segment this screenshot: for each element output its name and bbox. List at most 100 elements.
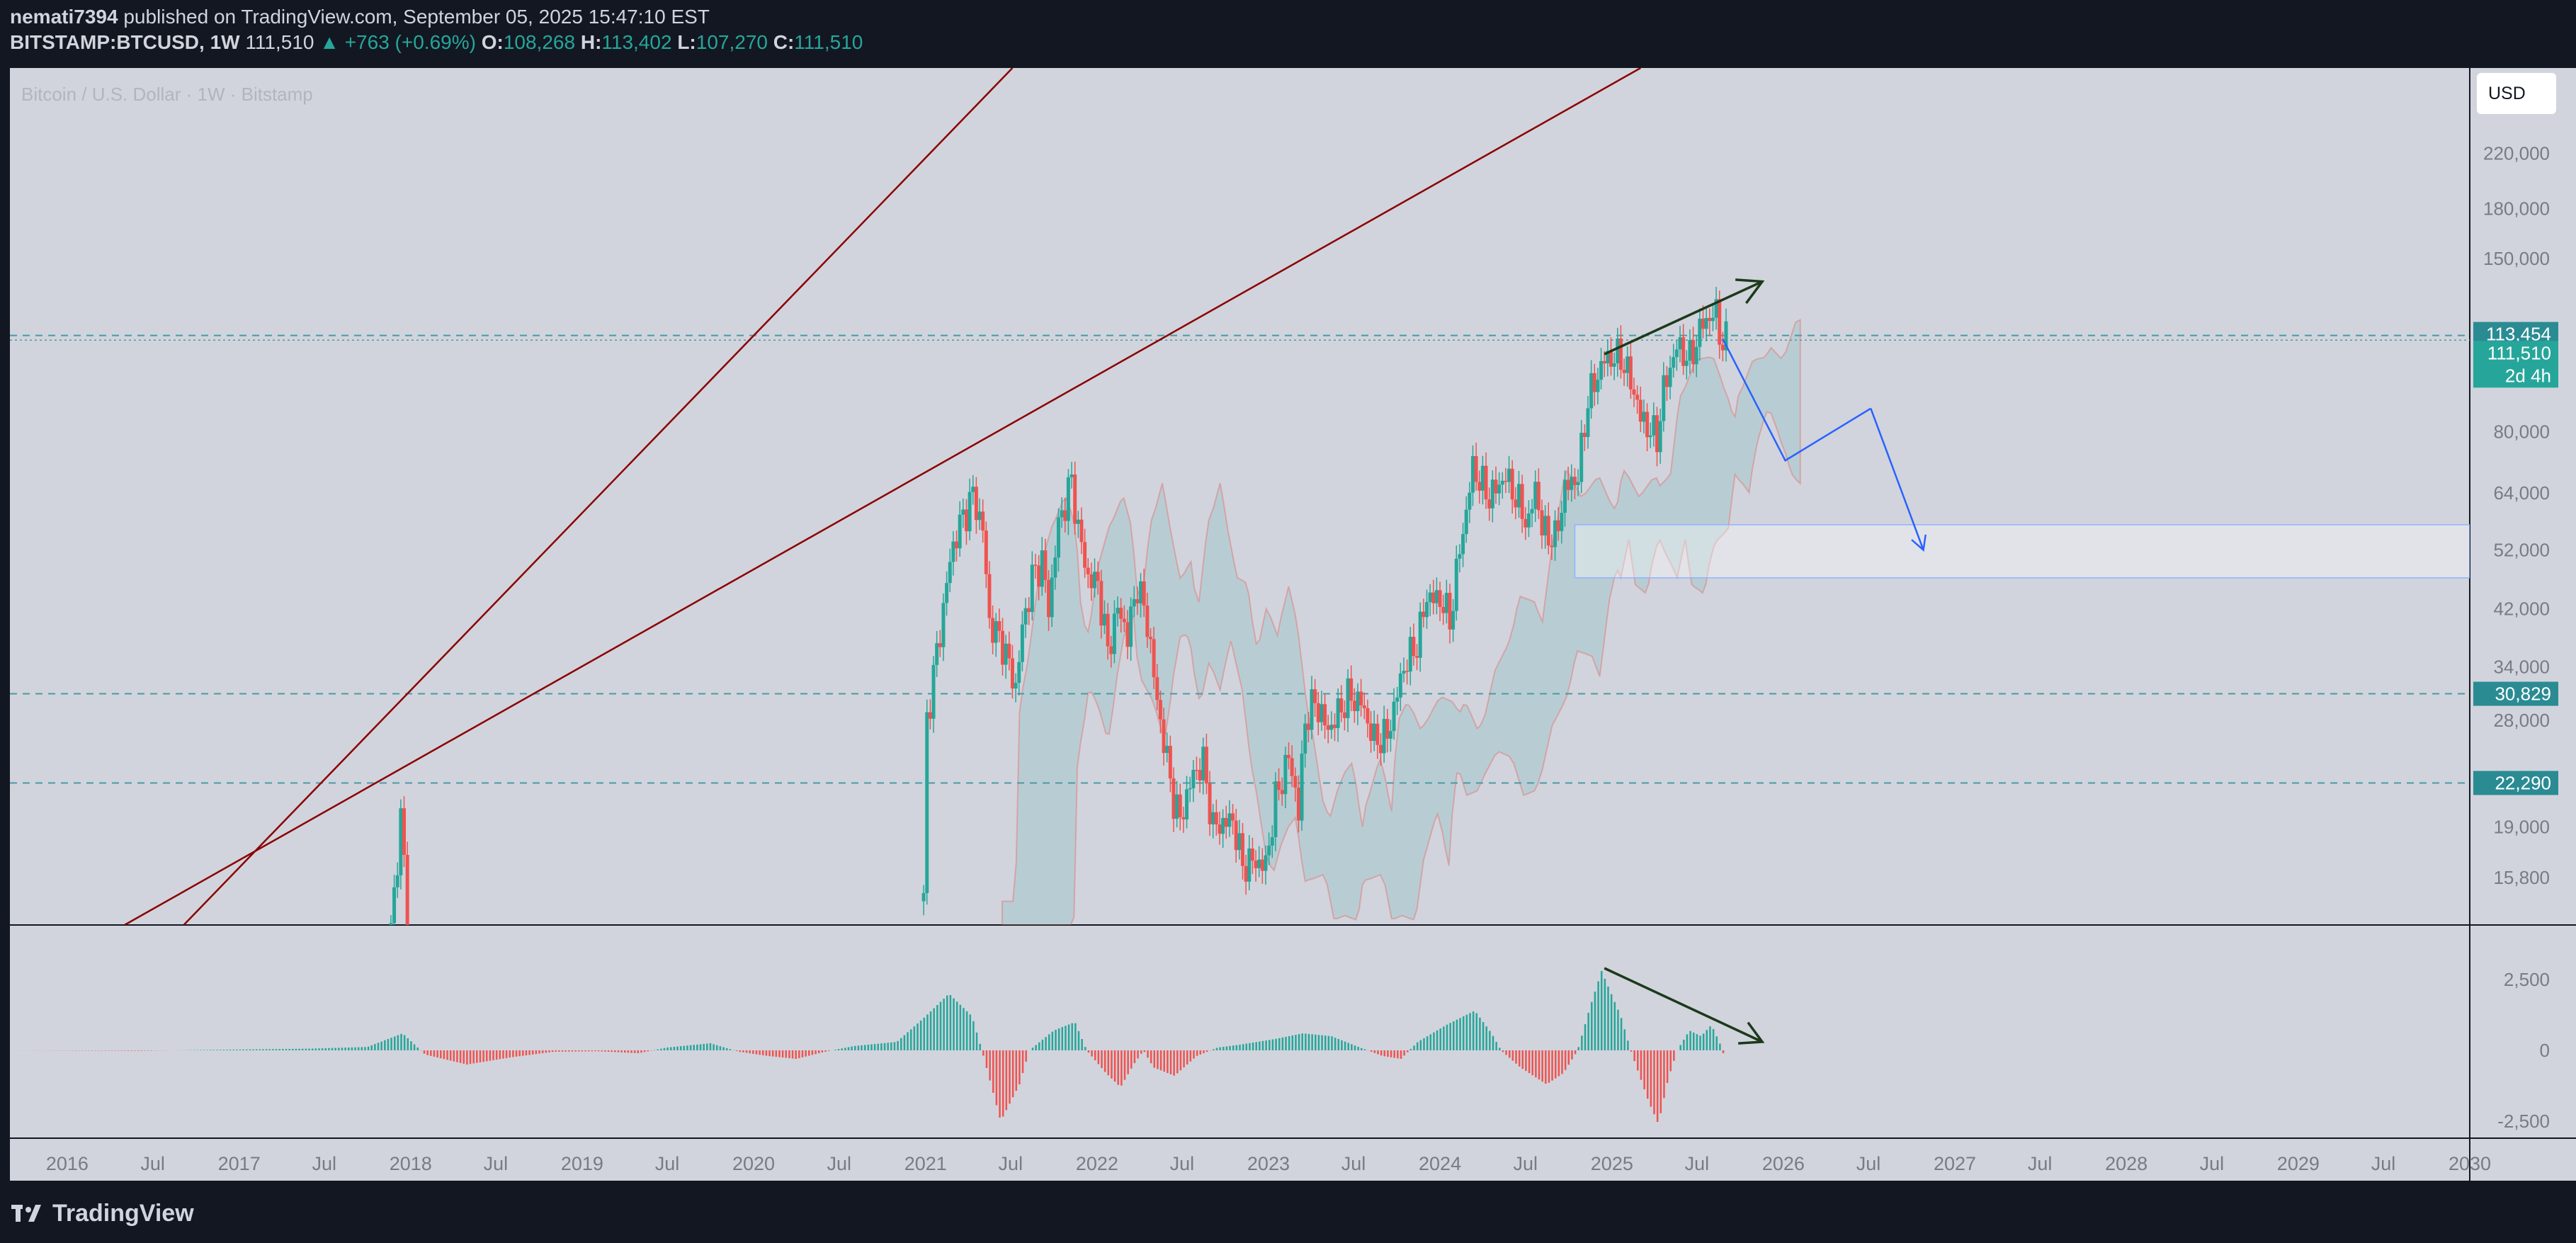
candle-body: [1145, 606, 1150, 637]
support-zone: [1574, 524, 2470, 579]
price-tick-label: 15,800: [2493, 867, 2550, 888]
candle: [1234, 809, 1238, 863]
candle-body: [1474, 455, 1478, 482]
candle: [1135, 586, 1140, 615]
candle-body: [1155, 677, 1159, 700]
candle-body: [1240, 833, 1244, 866]
candle: [1198, 758, 1202, 793]
author-name[interactable]: nemati7394: [10, 6, 118, 28]
candle-body: [1162, 719, 1166, 754]
candle: [1286, 742, 1290, 770]
candle-body: [1119, 608, 1123, 619]
candle-body: [1494, 479, 1498, 494]
candle: [1037, 555, 1041, 601]
candle: [1579, 420, 1584, 494]
candle-body: [955, 541, 959, 549]
candle-body: [1089, 574, 1094, 589]
candle: [1497, 472, 1502, 506]
candle: [1448, 583, 1452, 644]
candle: [1260, 848, 1264, 884]
time-axis: [10, 1138, 2470, 1181]
candle-body: [1422, 611, 1426, 618]
candle-body: [1175, 794, 1179, 819]
candle: [1247, 835, 1252, 890]
last-price: 111,510: [245, 31, 314, 53]
candle: [1422, 598, 1426, 628]
candle: [1514, 487, 1518, 520]
candle-body: [1701, 318, 1706, 329]
candle-body: [1688, 340, 1692, 361]
candle: [1007, 631, 1011, 671]
candle-body: [1520, 484, 1524, 519]
candle-body: [1645, 412, 1650, 438]
tradingview-logo[interactable]: TradingView: [10, 1199, 194, 1227]
candle-body: [1122, 618, 1126, 623]
candle-body: [1500, 480, 1504, 485]
candle-body: [1412, 637, 1416, 657]
level-badge-bg: [2473, 771, 2558, 795]
candle-body: [961, 509, 965, 515]
candle: [1438, 581, 1442, 621]
candle: [1178, 783, 1182, 831]
candle: [1710, 305, 1715, 331]
time-tick-label: Jul: [2371, 1153, 2396, 1174]
candle-body: [1296, 788, 1300, 821]
candle-body: [1069, 474, 1074, 477]
candle: [1698, 308, 1702, 361]
candle: [928, 699, 932, 730]
candle-body: [1194, 769, 1198, 771]
candle: [1099, 569, 1103, 639]
candle-body: [1533, 482, 1538, 509]
candle: [1678, 326, 1682, 363]
candle: [1474, 443, 1478, 491]
time-tick-label: Jul: [312, 1153, 336, 1174]
candle: [1326, 715, 1330, 744]
candle: [1672, 344, 1676, 378]
candle: [1204, 733, 1208, 795]
candle: [1323, 693, 1327, 739]
candle-body: [1178, 794, 1182, 817]
currency-button[interactable]: USD: [2477, 73, 2556, 114]
candle: [1618, 325, 1623, 379]
candle: [971, 475, 975, 505]
candle: [1681, 324, 1686, 375]
candle: [1500, 472, 1504, 499]
candle-body: [1438, 590, 1442, 608]
candle-body: [968, 492, 972, 532]
candle-body: [941, 603, 946, 647]
candle: [1609, 337, 1613, 376]
candle-body: [1109, 646, 1113, 654]
candle: [1332, 713, 1337, 742]
candle-body: [1027, 608, 1031, 613]
candle: [1484, 452, 1488, 509]
candle-body: [1310, 689, 1314, 730]
candle: [1145, 592, 1150, 648]
candle-body: [1628, 356, 1633, 390]
open-label: O:: [481, 31, 504, 53]
candle: [1162, 708, 1166, 766]
candle: [1079, 507, 1084, 555]
candle: [1546, 502, 1550, 555]
candle-body: [1224, 817, 1228, 827]
symbol-name[interactable]: BITSTAMP:BTCUSD,: [10, 31, 205, 53]
level-badge: 30,829: [2495, 683, 2551, 705]
candle: [1270, 825, 1274, 858]
candle: [1599, 348, 1604, 390]
ichimoku-cloud: [1001, 318, 1801, 925]
candle-body: [1586, 408, 1590, 437]
candle: [1477, 470, 1482, 504]
candle-body: [1139, 581, 1143, 603]
candle: [1069, 462, 1074, 489]
candle: [961, 498, 965, 528]
candle: [1382, 705, 1386, 763]
candle: [1418, 602, 1422, 672]
candle: [1214, 799, 1218, 836]
candle: [1125, 610, 1130, 659]
candle-body: [1076, 519, 1080, 524]
candle: [991, 605, 995, 654]
candle: [1342, 700, 1346, 731]
candle-body: [1609, 351, 1613, 367]
candle: [1720, 331, 1725, 362]
candle: [1516, 470, 1521, 518]
